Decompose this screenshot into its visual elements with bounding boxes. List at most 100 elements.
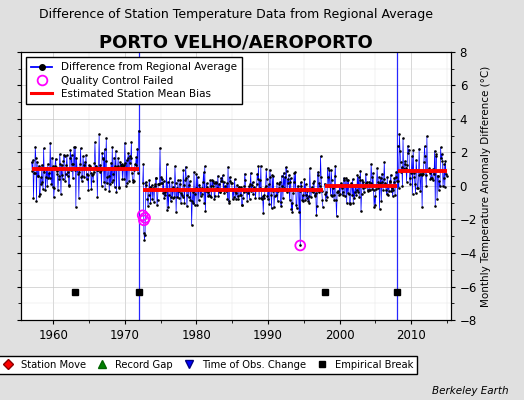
- Point: [414, 172, 423, 179]
- Point: [370, 204, 378, 210]
- Point: [300, 187, 308, 194]
- Point: [375, 206, 384, 212]
- Point: [235, 184, 244, 190]
- Point: [138, 180, 147, 186]
- Point: [225, 200, 233, 206]
- Point: [33, 158, 41, 165]
- Point: [312, 190, 320, 196]
- Point: [39, 186, 47, 192]
- Point: [228, 196, 237, 203]
- Point: [46, 175, 54, 181]
- Point: [82, 152, 90, 159]
- Point: [239, 189, 248, 195]
- Point: [117, 161, 126, 168]
- Point: [421, 171, 430, 178]
- Point: [427, 176, 435, 182]
- Point: [269, 188, 277, 194]
- Point: [66, 154, 74, 161]
- Point: [84, 187, 93, 193]
- Point: [242, 187, 250, 193]
- Point: [61, 170, 70, 177]
- Point: [78, 178, 86, 184]
- Point: [435, 178, 444, 184]
- Point: [423, 167, 432, 173]
- Point: [99, 155, 107, 161]
- Point: [237, 184, 245, 190]
- Point: [173, 194, 181, 200]
- Point: [416, 171, 424, 178]
- Point: [352, 192, 361, 198]
- Point: [217, 174, 225, 181]
- Point: [171, 163, 179, 170]
- Point: [112, 189, 121, 195]
- Point: [365, 178, 374, 185]
- Point: [294, 187, 303, 193]
- Point: [394, 142, 402, 149]
- Point: [67, 147, 75, 153]
- Point: [125, 152, 134, 159]
- Point: [222, 186, 231, 192]
- Point: [57, 162, 66, 168]
- Point: [162, 161, 171, 168]
- Point: [302, 192, 310, 199]
- Point: [392, 168, 400, 175]
- Point: [357, 208, 365, 214]
- Point: [157, 174, 166, 180]
- Point: [257, 163, 265, 169]
- Point: [286, 179, 294, 186]
- Point: [59, 157, 68, 164]
- Point: [240, 183, 248, 190]
- Point: [158, 176, 166, 182]
- Point: [108, 177, 117, 184]
- Point: [179, 167, 188, 174]
- Point: [29, 157, 37, 163]
- Point: [346, 199, 354, 206]
- Point: [363, 179, 371, 185]
- Point: [323, 164, 332, 171]
- Point: [402, 178, 411, 185]
- Point: [214, 193, 223, 199]
- Point: [81, 159, 89, 165]
- Point: [56, 151, 64, 157]
- Point: [58, 172, 67, 178]
- Point: [246, 170, 255, 176]
- Point: [164, 204, 172, 210]
- Point: [431, 203, 440, 210]
- Point: [258, 193, 267, 200]
- Point: [258, 196, 266, 202]
- Point: [233, 193, 242, 199]
- Point: [440, 161, 449, 168]
- Point: [358, 184, 367, 191]
- Point: [188, 198, 196, 204]
- Point: [333, 189, 341, 196]
- Point: [341, 182, 350, 188]
- Point: [80, 174, 89, 180]
- Point: [117, 162, 125, 169]
- Point: [275, 181, 283, 187]
- Point: [167, 194, 176, 201]
- Point: [181, 163, 190, 170]
- Point: [140, 236, 149, 243]
- Point: [120, 176, 128, 183]
- Point: [291, 186, 299, 192]
- Point: [345, 201, 354, 208]
- Point: [361, 184, 369, 190]
- Point: [216, 189, 224, 195]
- Point: [71, 144, 80, 150]
- Point: [192, 171, 201, 177]
- Point: [353, 186, 361, 193]
- Point: [297, 182, 305, 189]
- Point: [356, 177, 364, 183]
- Point: [274, 198, 282, 204]
- Point: [390, 175, 399, 181]
- Point: [167, 198, 175, 205]
- Point: [188, 222, 196, 228]
- Point: [185, 182, 193, 188]
- Point: [158, 179, 167, 186]
- Point: [250, 186, 259, 192]
- Point: [394, 178, 402, 184]
- Point: [300, 176, 309, 182]
- Point: [161, 192, 170, 198]
- Point: [241, 170, 249, 177]
- Point: [50, 185, 59, 191]
